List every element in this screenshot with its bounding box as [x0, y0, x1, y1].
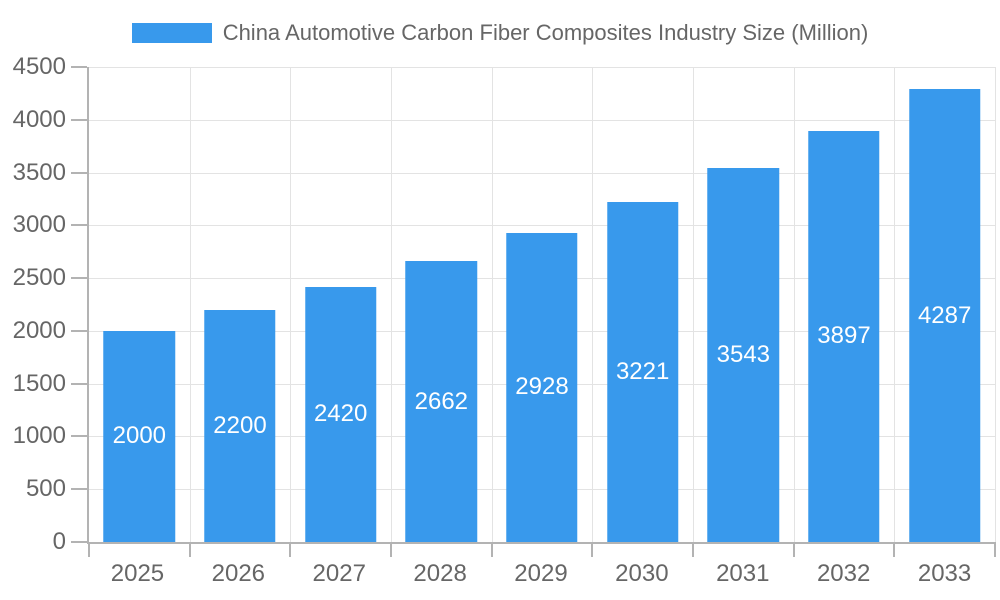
- x-axis-tick: [490, 542, 493, 557]
- y-axis-tick-label: 500: [25, 475, 66, 503]
- x-axis-tick: [188, 542, 191, 557]
- legend-item[interactable]: China Automotive Carbon Fiber Composites…: [131, 20, 869, 46]
- vertical-gridline: [390, 67, 392, 542]
- y-axis-tick: [71, 118, 87, 121]
- y-axis-tick-label: 4500: [12, 53, 66, 80]
- vertical-gridline: [995, 67, 996, 542]
- x-axis-tick-label: 2028: [413, 560, 467, 587]
- y-axis-tick-label: 3500: [12, 158, 66, 186]
- x-axis-tick: [893, 542, 896, 557]
- bar-2025[interactable]: 2000: [103, 330, 176, 542]
- x-axis-tick: [591, 542, 594, 557]
- x-axis-tick-label: 2033: [917, 560, 972, 587]
- x-axis-tick-label: 2027: [312, 560, 366, 587]
- x-axis-tick-label: 2025: [110, 560, 165, 587]
- bar-2033[interactable]: 4287: [908, 89, 981, 542]
- bar-value-label: 2200: [213, 411, 267, 439]
- x-axis-tick-labels: 2025 2026 2027 2028 2029 2030 2031 2032 2033: [87, 559, 995, 593]
- x-axis-tick-label: 2029: [514, 560, 568, 587]
- x-axis-tick: [691, 542, 694, 557]
- x-axis-tick-label: 2031: [716, 560, 770, 587]
- bar-value-label: 3897: [817, 322, 871, 350]
- x-axis-tick: [792, 542, 795, 557]
- y-axis-tick: [71, 541, 87, 543]
- bar-2026[interactable]: 2200: [204, 309, 276, 542]
- y-axis-tick-labels: 0 500 1000 1500 2000 2500 3000 3500 4000 4500: [0, 55, 66, 554]
- bar-value-label: 3543: [716, 341, 771, 369]
- y-axis-tick-label: 3000: [12, 211, 66, 239]
- horizontal-gridline: [89, 172, 995, 174]
- bar-value-label: 3221: [615, 358, 670, 385]
- y-axis-tick-label: 1500: [12, 369, 66, 397]
- horizontal-gridline: [89, 119, 995, 121]
- horizontal-gridline: [89, 225, 995, 227]
- vertical-gridline: [793, 67, 795, 542]
- y-axis-tick-label: 0: [52, 528, 66, 555]
- bar-value-label: 2928: [515, 373, 569, 401]
- y-axis-tick: [71, 435, 87, 438]
- y-axis-tick: [71, 329, 87, 332]
- bar-2027[interactable]: 2420: [304, 286, 377, 542]
- vertical-gridline: [491, 67, 493, 542]
- y-axis-tick: [71, 382, 87, 385]
- vertical-gridline: [290, 67, 292, 542]
- bar-value-label: 4287: [917, 301, 972, 329]
- y-axis-tick: [71, 66, 87, 68]
- y-axis-tick: [71, 171, 87, 174]
- x-axis-tick-label: 2026: [211, 560, 266, 587]
- y-axis-tick-label: 4000: [12, 105, 66, 133]
- vertical-gridline: [692, 67, 694, 542]
- plot-area: 2000 2200 2420 2662 2928 3221 3543 3897 4287: [71, 66, 996, 557]
- bar-2032[interactable]: 3897: [808, 130, 880, 542]
- bar-2029[interactable]: 2928: [506, 232, 578, 542]
- bar-value-label: 2662: [414, 387, 469, 415]
- x-axis-tick: [289, 542, 292, 557]
- legend-color-swatch: [131, 23, 212, 43]
- y-axis-tick: [71, 224, 87, 227]
- legend-label: China Automotive Carbon Fiber Composites…: [222, 20, 869, 45]
- x-axis-tick: [389, 542, 392, 557]
- vertical-gridline: [894, 67, 896, 542]
- x-axis-tick-label: 2030: [615, 560, 669, 587]
- horizontal-gridline: [89, 67, 995, 68]
- y-axis-tick-label: 1000: [12, 422, 66, 450]
- bar-value-label: 2000: [112, 422, 167, 450]
- x-axis-tick: [88, 542, 90, 557]
- vertical-gridline: [189, 67, 191, 542]
- y-axis-tick: [71, 277, 87, 280]
- bar-2028[interactable]: 2662: [405, 261, 478, 542]
- y-axis-tick-label: 2000: [12, 316, 66, 344]
- vertical-gridline: [592, 67, 594, 542]
- bar-2030[interactable]: 3221: [606, 202, 679, 542]
- y-axis-tick: [71, 488, 87, 491]
- bar-value-label: 2420: [313, 400, 368, 428]
- y-axis-tick-label: 2500: [12, 264, 66, 292]
- bar-2031[interactable]: 3543: [707, 168, 780, 542]
- x-axis-tick-label: 2032: [816, 560, 871, 587]
- x-axis-tick: [994, 542, 996, 557]
- chart-legend: China Automotive Carbon Fiber Composites…: [0, 20, 1000, 46]
